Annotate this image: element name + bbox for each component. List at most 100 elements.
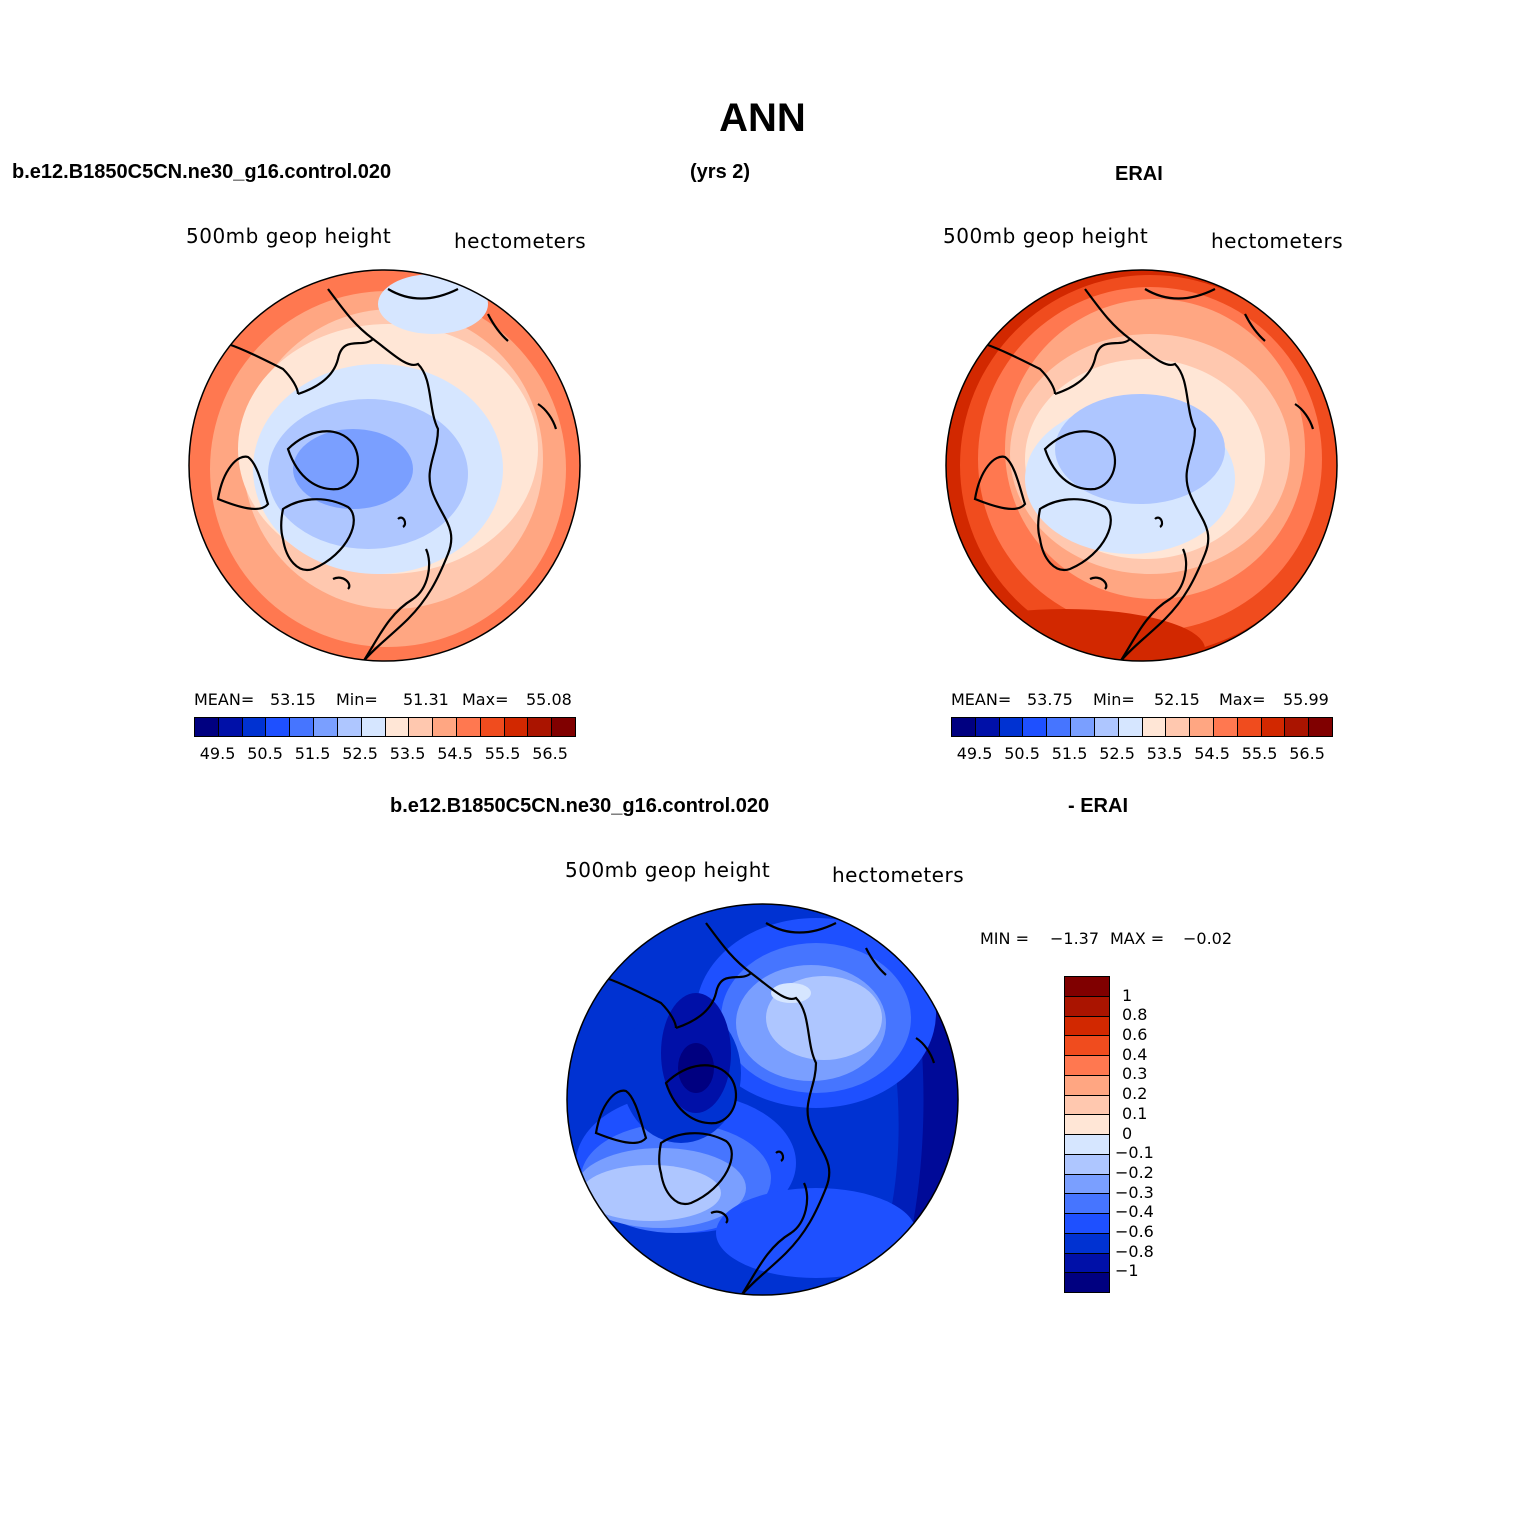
diff-units-label: hectometers xyxy=(832,863,965,887)
colorbar-swatch xyxy=(1065,1273,1109,1292)
colorbar-tick-label: −0.1 xyxy=(1115,1143,1154,1163)
diff-max-label: MAX = xyxy=(1110,929,1165,948)
colorbar-tick-label: 0.6 xyxy=(1122,1025,1148,1045)
model-units-label: hectometers xyxy=(454,229,587,253)
colorbar-tick-label: −0.8 xyxy=(1115,1241,1154,1261)
colorbar-tick-label: 0.4 xyxy=(1122,1044,1148,1064)
colorbar-swatch xyxy=(528,718,553,736)
colorbar-swatch xyxy=(1142,718,1167,736)
colorbar-swatch xyxy=(433,718,457,736)
erai-max-label: Max= xyxy=(1219,690,1266,709)
colorbar-swatch xyxy=(1190,718,1214,736)
colorbar-tick-label: 53.5 xyxy=(389,744,426,763)
colorbar-swatch xyxy=(504,718,529,736)
diff-max-value: −0.02 xyxy=(1183,929,1233,948)
model-var-label: 500mb geop height xyxy=(186,224,392,248)
diff-min-value: −1.37 xyxy=(1050,929,1100,948)
colorbar-tick-label: −1 xyxy=(1115,1261,1139,1281)
colorbar-swatch xyxy=(1065,1233,1109,1254)
colorbar-swatch xyxy=(218,718,243,736)
colorbar-tick-label: 55.5 xyxy=(1241,744,1278,763)
diff-case-header: b.e12.B1850C5CN.ne30_g16.control.020 xyxy=(390,795,770,817)
colorbar-tick-label: 1 xyxy=(1122,985,1133,1005)
colorbar-swatch xyxy=(1065,1253,1109,1274)
model-mean-label: MEAN= xyxy=(194,690,255,709)
colorbar-tick-label: 0.1 xyxy=(1122,1103,1148,1123)
colorbar-tick-label: 54.5 xyxy=(1194,744,1230,763)
colorbar-swatch xyxy=(1065,1016,1109,1037)
colorbar-swatch xyxy=(409,718,434,736)
erai-colorbar xyxy=(951,717,1333,737)
colorbar-swatch xyxy=(1065,1135,1109,1155)
model-min-label: Min= xyxy=(336,690,378,709)
colorbar-tick-label: 52.5 xyxy=(1099,744,1135,763)
colorbar-swatch xyxy=(975,718,1000,736)
erai-mean-label: MEAN= xyxy=(951,690,1012,709)
colorbar-swatch xyxy=(480,718,505,736)
erai-min-value: 52.15 xyxy=(1154,690,1200,709)
colorbar-tick-label: 0.3 xyxy=(1122,1064,1148,1084)
colorbar-swatch xyxy=(1065,1194,1109,1214)
colorbar-swatch xyxy=(1118,718,1143,736)
colorbar-tick-label: 53.5 xyxy=(1146,744,1183,763)
model-colorbar xyxy=(194,717,576,737)
colorbar-tick-label: 54.5 xyxy=(437,744,473,763)
colorbar-tick-label: 0 xyxy=(1122,1123,1133,1143)
colorbar-swatch xyxy=(1065,1154,1109,1175)
colorbar-swatch xyxy=(552,718,575,736)
colorbar-swatch xyxy=(1071,718,1095,736)
obs-header: ERAI xyxy=(1115,163,1163,185)
diff-var-label: 500mb geop height xyxy=(565,858,771,882)
colorbar-tick-label: 51.5 xyxy=(294,744,331,763)
colorbar-swatch xyxy=(1065,1115,1109,1135)
colorbar-swatch xyxy=(195,718,219,736)
colorbar-swatch xyxy=(1047,718,1072,736)
erai-units-label: hectometers xyxy=(1211,229,1344,253)
colorbar-tick-label: 49.5 xyxy=(956,744,993,763)
colorbar-swatch xyxy=(952,718,976,736)
years-header: (yrs 2) xyxy=(690,161,751,183)
main-title: ANN xyxy=(719,96,806,140)
colorbar-swatch xyxy=(1065,1036,1109,1056)
model-polar-map xyxy=(188,269,581,662)
colorbar-tick-label: −0.3 xyxy=(1115,1182,1154,1202)
colorbar-swatch xyxy=(314,718,338,736)
colorbar-swatch xyxy=(385,718,410,736)
colorbar-swatch xyxy=(1065,1075,1109,1096)
colorbar-tick-label: −0.2 xyxy=(1115,1162,1154,1182)
colorbar-tick-label: 56.5 xyxy=(1289,744,1325,763)
colorbar-swatch xyxy=(1261,718,1286,736)
diff-obs-header: - ERAI xyxy=(1068,795,1128,817)
colorbar-tick-label: 52.5 xyxy=(342,744,378,763)
colorbar-swatch xyxy=(1065,996,1109,1017)
colorbar-swatch xyxy=(242,718,267,736)
model-min-value: 51.31 xyxy=(403,690,449,709)
erai-mean-value: 53.75 xyxy=(1027,690,1073,709)
colorbar-swatch xyxy=(999,718,1024,736)
colorbar-swatch xyxy=(1023,718,1048,736)
colorbar-tick-label: 50.5 xyxy=(247,744,283,763)
colorbar-swatch xyxy=(456,718,481,736)
colorbar-swatch xyxy=(1309,718,1332,736)
model-mean-value: 53.15 xyxy=(270,690,316,709)
colorbar-swatch xyxy=(1065,1095,1109,1116)
colorbar-tick-label: 56.5 xyxy=(532,744,568,763)
colorbar-swatch xyxy=(337,718,362,736)
erai-polar-map xyxy=(945,269,1338,662)
colorbar-swatch xyxy=(1285,718,1310,736)
colorbar-swatch xyxy=(1166,718,1191,736)
colorbar-swatch xyxy=(1065,1174,1109,1195)
erai-max-value: 55.99 xyxy=(1283,690,1329,709)
model-max-label: Max= xyxy=(462,690,509,709)
colorbar-swatch xyxy=(1237,718,1262,736)
colorbar-tick-label: −0.4 xyxy=(1115,1202,1154,1222)
colorbar-tick-label: 55.5 xyxy=(484,744,521,763)
colorbar-tick-label: −0.6 xyxy=(1115,1221,1154,1241)
colorbar-swatch xyxy=(290,718,315,736)
colorbar-swatch xyxy=(1065,1214,1109,1234)
colorbar-swatch xyxy=(1213,718,1238,736)
colorbar-tick-label: 0.8 xyxy=(1122,1005,1148,1025)
colorbar-swatch xyxy=(361,718,386,736)
colorbar-tick-label: 51.5 xyxy=(1051,744,1088,763)
colorbar-tick-label: 49.5 xyxy=(199,744,236,763)
